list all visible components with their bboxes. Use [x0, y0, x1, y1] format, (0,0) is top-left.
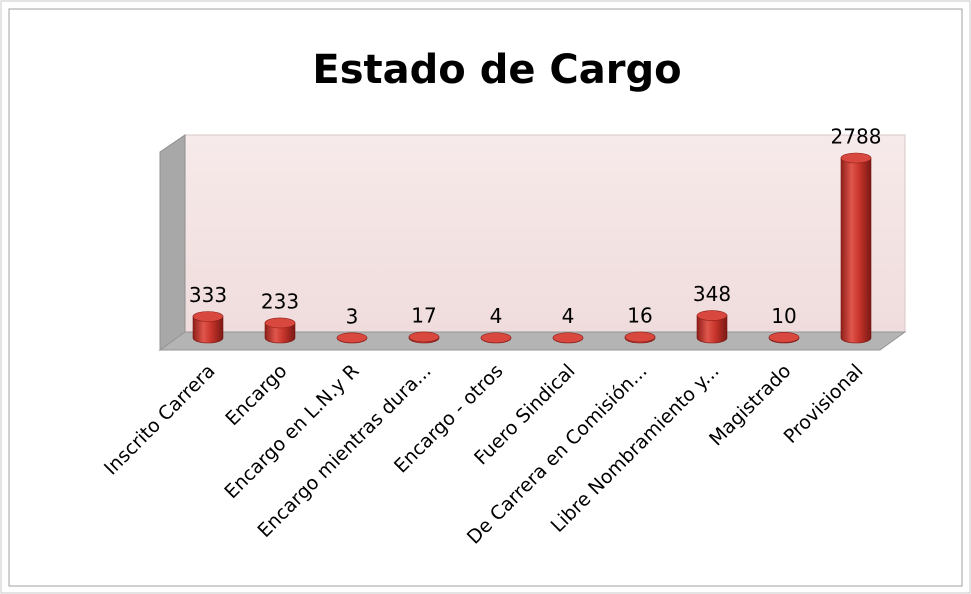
bar-top	[768, 332, 800, 343]
value-label: 2788	[831, 125, 882, 149]
bar-top	[840, 152, 872, 164]
value-label: 4	[490, 304, 503, 328]
bar	[192, 316, 224, 344]
value-label: 4	[562, 304, 575, 328]
bar	[264, 322, 296, 344]
value-label: 233	[261, 289, 299, 313]
value-label: 333	[189, 283, 227, 307]
bar-top	[480, 332, 512, 344]
bar-top	[264, 317, 296, 329]
value-label: 348	[693, 282, 731, 306]
bar-top	[192, 311, 224, 322]
bar-top	[696, 310, 728, 321]
bar	[696, 315, 728, 344]
value-label: 3	[346, 304, 359, 328]
bar-top	[336, 332, 368, 344]
value-label: 16	[627, 303, 652, 327]
bar-top	[624, 331, 656, 343]
bar-top	[552, 332, 584, 344]
bar-top	[408, 331, 440, 343]
value-label: 10	[771, 304, 796, 328]
bar	[840, 157, 872, 344]
value-label: 17	[411, 303, 436, 327]
chart-title: Estado de Cargo	[312, 47, 681, 93]
side-wall	[159, 134, 186, 351]
